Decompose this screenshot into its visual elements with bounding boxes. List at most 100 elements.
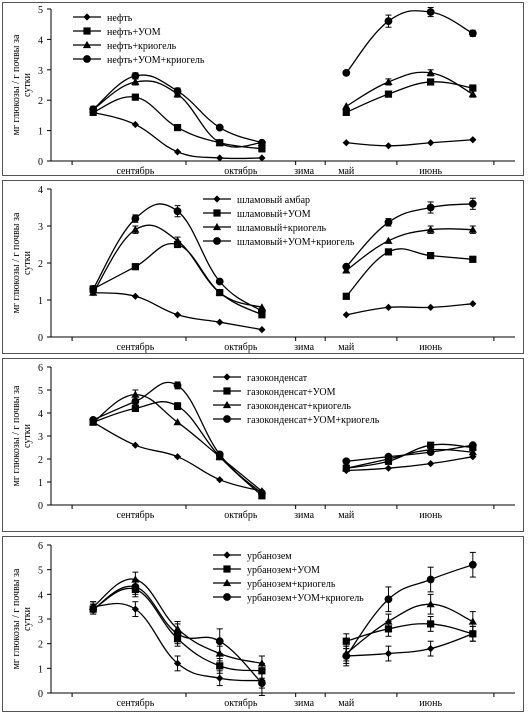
data-point-diamond	[342, 311, 350, 319]
data-point-triangle	[426, 68, 435, 76]
data-point-square	[216, 662, 224, 670]
chart-panel-oil: 0 1 2 3 4 5 сентябрь октябрь зима май июнь мг глюко…	[2, 2, 524, 176]
series-line	[92, 381, 263, 494]
data-point-diamond	[173, 148, 182, 156]
data-point-diamond	[173, 311, 182, 319]
data-point-square	[131, 93, 139, 101]
y-tick-label: 5	[38, 386, 43, 397]
data-point-square	[427, 441, 435, 449]
data-point-triangle	[468, 617, 477, 625]
legend-label: урбанозем	[247, 551, 292, 562]
data-point-square	[342, 108, 350, 116]
legend-marker-circle	[223, 415, 231, 423]
data-point-circle	[173, 207, 182, 216]
data-point-triangle	[131, 77, 140, 86]
data-point-diamond	[427, 139, 435, 147]
x-category-label: октябрь	[224, 698, 258, 709]
data-point-diamond	[173, 453, 182, 461]
y-tick-label: 5	[38, 5, 43, 16]
data-point-circle	[384, 452, 393, 461]
legend-label: нефть+УОМ	[107, 27, 161, 38]
data-point-circle	[258, 679, 266, 688]
data-point-diamond	[216, 674, 224, 682]
series-line	[346, 81, 473, 113]
series-line	[346, 139, 473, 147]
data-point-square	[342, 292, 350, 300]
data-point-circle	[342, 68, 351, 77]
y-tick-label: 4	[38, 409, 43, 420]
legend-marker-square	[213, 209, 221, 217]
chart-sludge: 0 1 2 3 4 сентябрь октябрь зима май июнь мг глюкоз…	[11, 185, 515, 353]
data-point-circle	[215, 637, 224, 646]
data-point-circle	[131, 71, 140, 80]
series-line	[346, 633, 474, 657]
chart-urbanozem: 0 1 2 3 4 5 6 сентябрь октябрь зима май июнь мг глюк…	[11, 541, 515, 709]
data-point-circle	[131, 397, 140, 406]
legend-label: шламовый+криогель	[237, 223, 326, 234]
legend-marker-circle	[223, 593, 231, 601]
y-tick-label: 4	[38, 590, 43, 601]
series-line	[346, 448, 473, 469]
data-point-circle	[468, 560, 477, 569]
legend-marker-square	[83, 27, 91, 35]
data-point-circle	[89, 285, 98, 293]
data-point-circle	[173, 629, 182, 638]
legend-label: урбанозем+УОМ+криогель	[247, 593, 364, 604]
data-point-circle	[384, 595, 393, 604]
legend: нефть нефть+УОМ нефть+криогель нефть+УОМ+кр…	[73, 13, 205, 66]
series-square	[89, 78, 477, 153]
legend-marker-diamond	[223, 373, 231, 381]
y-tick-label: 6	[38, 363, 43, 374]
data-point-circle	[426, 575, 435, 584]
series-line	[345, 10, 474, 74]
data-point-circle	[89, 605, 98, 614]
x-category-label: октябрь	[224, 166, 258, 175]
data-point-circle	[215, 450, 224, 459]
series-line	[346, 456, 473, 472]
data-point-triangle	[131, 390, 140, 398]
data-point-triangle	[384, 617, 393, 625]
series-diamond	[89, 418, 477, 495]
data-point-circle	[426, 448, 435, 456]
series-line	[345, 603, 474, 655]
y-tick-label: 4	[38, 185, 43, 196]
y-tick-label: 1	[38, 664, 43, 675]
y-tick-label: 3	[38, 66, 43, 77]
legend-marker-diamond	[83, 13, 91, 21]
y-axis-label: мг глюкозы / г почвы засутки	[11, 212, 33, 313]
series-line	[92, 96, 263, 150]
data-point-circle	[215, 277, 224, 286]
x-category-label: июнь	[419, 510, 442, 521]
series-diamond	[89, 108, 477, 162]
data-point-circle	[342, 262, 351, 271]
chart-panel-sludge: 0 1 2 3 4 сентябрь октябрь зима май июнь мг глюкоз…	[2, 180, 524, 354]
x-category-label: сентябрь	[116, 698, 154, 709]
data-point-circle	[215, 123, 224, 132]
legend-label: урбанозем+криогель	[247, 579, 336, 590]
x-category-label: май	[338, 342, 355, 353]
legend-label: шламовый амбар	[237, 195, 310, 206]
data-point-circle	[258, 307, 266, 315]
legend-label: газоконденсат+УОМ+криогель	[247, 415, 380, 426]
chart-panel-gas-condensate: 0 1 2 3 4 5 6 сентябрь октябрь зима май июнь мг глюк…	[2, 358, 524, 532]
data-point-diamond	[469, 136, 477, 144]
legend-label: урбанозем+УОМ	[247, 565, 320, 576]
data-point-diamond	[384, 649, 393, 658]
x-category-label: зима	[294, 510, 315, 521]
data-point-diamond	[216, 318, 224, 326]
data-point-square	[342, 637, 350, 645]
series-line	[345, 248, 473, 297]
data-point-diamond	[427, 645, 435, 653]
legend-label: газоконденсат+УОМ	[247, 387, 336, 398]
series-line	[345, 203, 473, 268]
data-point-circle	[468, 29, 477, 38]
data-point-triangle	[342, 102, 351, 110]
series-line	[92, 242, 263, 316]
y-tick-label: 3	[38, 432, 43, 443]
data-point-triangle	[342, 464, 351, 472]
data-point-circle	[89, 105, 98, 114]
data-point-circle	[342, 457, 351, 466]
data-point-triangle	[173, 236, 182, 244]
data-point-square	[173, 123, 182, 132]
